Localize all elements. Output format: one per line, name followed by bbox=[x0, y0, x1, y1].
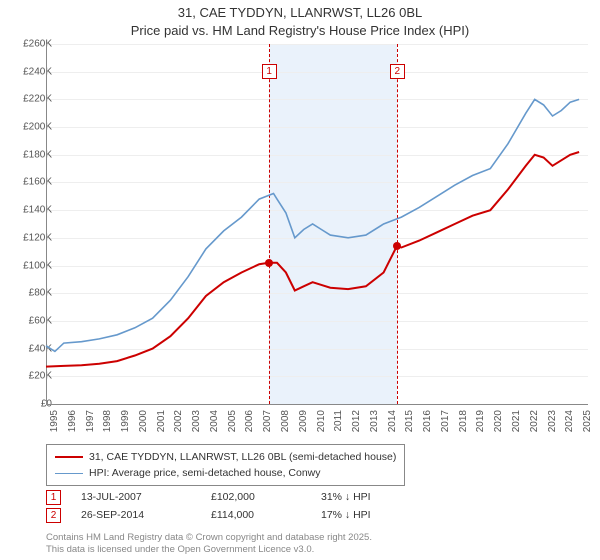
x-tick-label: 2000 bbox=[138, 410, 149, 432]
sales-row-marker: 2 bbox=[46, 508, 61, 523]
x-tick-label: 2008 bbox=[280, 410, 291, 432]
x-tick-label: 2005 bbox=[227, 410, 238, 432]
footer: Contains HM Land Registry data © Crown c… bbox=[46, 532, 372, 556]
legend-label: 31, CAE TYDDYN, LLANRWST, LL26 0BL (semi… bbox=[89, 451, 396, 463]
x-tick-label: 1997 bbox=[85, 410, 96, 432]
sales-row-marker: 1 bbox=[46, 490, 61, 505]
x-tick-label: 2004 bbox=[209, 410, 220, 432]
sales-row-diff: 17% ↓ HPI bbox=[321, 509, 441, 521]
series-price-paid bbox=[46, 152, 579, 367]
x-tick-label: 2021 bbox=[511, 410, 522, 432]
title-block: 31, CAE TYDDYN, LLANRWST, LL26 0BL Price… bbox=[0, 0, 600, 39]
x-tick-label: 2024 bbox=[564, 410, 575, 432]
footer-line-2: This data is licensed under the Open Gov… bbox=[46, 544, 372, 556]
legend-label: HPI: Average price, semi-detached house,… bbox=[89, 467, 321, 479]
x-tick-label: 2011 bbox=[333, 410, 344, 432]
x-tick-label: 1996 bbox=[67, 410, 78, 432]
sales-row-diff: 31% ↓ HPI bbox=[321, 491, 441, 503]
x-tick-label: 1995 bbox=[49, 410, 60, 432]
x-tick-label: 2022 bbox=[529, 410, 540, 432]
legend-swatch bbox=[55, 456, 83, 458]
x-tick-label: 2025 bbox=[582, 410, 593, 432]
legend-swatch bbox=[55, 473, 83, 474]
x-tick-label: 2012 bbox=[351, 410, 362, 432]
legend-row: HPI: Average price, semi-detached house,… bbox=[55, 465, 396, 481]
x-tick-label: 2016 bbox=[422, 410, 433, 432]
sales-row-date: 26-SEP-2014 bbox=[81, 509, 211, 521]
x-axis-line bbox=[46, 404, 588, 405]
x-tick-label: 2002 bbox=[173, 410, 184, 432]
series-hpi bbox=[46, 99, 579, 351]
line-series-svg bbox=[46, 44, 588, 404]
title-line-2: Price paid vs. HM Land Registry's House … bbox=[0, 22, 600, 40]
x-tick-label: 2023 bbox=[547, 410, 558, 432]
x-tick-label: 2001 bbox=[156, 410, 167, 432]
x-tick-label: 2018 bbox=[458, 410, 469, 432]
footer-line-1: Contains HM Land Registry data © Crown c… bbox=[46, 532, 372, 544]
x-tick-label: 1998 bbox=[102, 410, 113, 432]
x-tick-label: 2003 bbox=[191, 410, 202, 432]
sales-row-price: £102,000 bbox=[211, 491, 321, 503]
x-tick-label: 2014 bbox=[387, 410, 398, 432]
x-tick-label: 2015 bbox=[404, 410, 415, 432]
x-tick-label: 2010 bbox=[316, 410, 327, 432]
sales-row-date: 13-JUL-2007 bbox=[81, 491, 211, 503]
title-line-1: 31, CAE TYDDYN, LLANRWST, LL26 0BL bbox=[0, 4, 600, 22]
chart-container: 31, CAE TYDDYN, LLANRWST, LL26 0BL Price… bbox=[0, 0, 600, 560]
sales-row-price: £114,000 bbox=[211, 509, 321, 521]
sales-row: 1 13-JUL-2007£102,00031% ↓ HPI bbox=[46, 488, 441, 506]
legend-row: 31, CAE TYDDYN, LLANRWST, LL26 0BL (semi… bbox=[55, 449, 396, 465]
x-tick-label: 2009 bbox=[298, 410, 309, 432]
x-tick-label: 2017 bbox=[440, 410, 451, 432]
legend: 31, CAE TYDDYN, LLANRWST, LL26 0BL (semi… bbox=[46, 444, 405, 486]
x-tick-label: 2006 bbox=[244, 410, 255, 432]
x-tick-label: 2019 bbox=[475, 410, 486, 432]
sales-row: 2 26-SEP-2014£114,00017% ↓ HPI bbox=[46, 506, 441, 524]
sales-table: 1 13-JUL-2007£102,00031% ↓ HPI 2 26-SEP-201… bbox=[46, 488, 441, 524]
x-tick-label: 2007 bbox=[262, 410, 273, 432]
x-tick-label: 1999 bbox=[120, 410, 131, 432]
x-tick-label: 2013 bbox=[369, 410, 380, 432]
x-tick-label: 2020 bbox=[493, 410, 504, 432]
